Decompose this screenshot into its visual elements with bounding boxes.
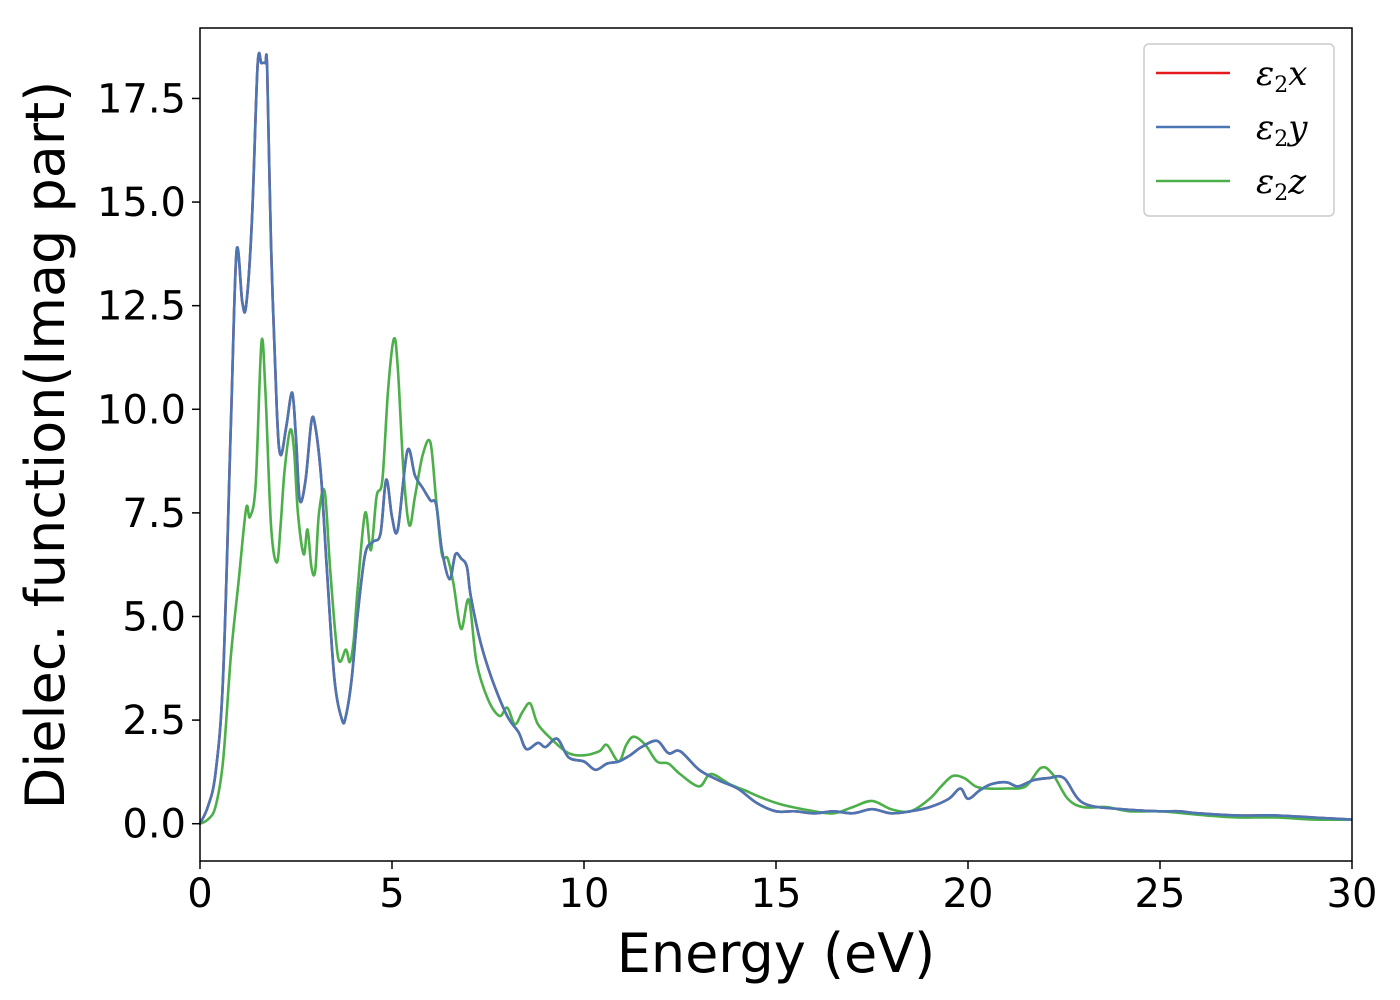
legend-label-subscript: 2 bbox=[1274, 73, 1288, 98]
series-line-y bbox=[198, 51, 1353, 825]
legend-label: ε2x bbox=[1256, 54, 1307, 98]
y-axis: 0.0 2.5 5.0 7.5 10.0 12.5 15.0 17.5 bbox=[97, 76, 200, 848]
y-tick-label: 5.0 bbox=[122, 594, 186, 640]
x-tick-label: 20 bbox=[943, 871, 994, 917]
y-tick-label: 15.0 bbox=[97, 180, 186, 226]
y-tick-label: 2.5 bbox=[122, 698, 186, 744]
x-tick-label: 30 bbox=[1327, 871, 1378, 917]
y-tick-label: 12.5 bbox=[97, 284, 186, 330]
legend-label-base: ε bbox=[1256, 54, 1274, 94]
x-axis-title: Energy (eV) bbox=[617, 922, 936, 985]
legend-label-base: ε bbox=[1256, 108, 1274, 148]
x-tick-label: 15 bbox=[751, 871, 802, 917]
y-tick-label: 0.0 bbox=[122, 802, 186, 848]
x-tick-label: 10 bbox=[559, 871, 610, 917]
legend-item-x: ε2x bbox=[1156, 54, 1307, 98]
series-line-z bbox=[199, 336, 1353, 825]
y-axis-title: Dielec. function(Imag part) bbox=[14, 81, 77, 810]
x-axis: 0 5 10 15 20 25 30 bbox=[187, 861, 1377, 917]
legend-label-subscript: 2 bbox=[1274, 181, 1288, 206]
legend-box bbox=[1143, 43, 1335, 217]
legend-label: ε2y bbox=[1256, 108, 1308, 152]
legend-label-suffix: x bbox=[1288, 54, 1307, 94]
plot-lines bbox=[198, 51, 1353, 825]
x-tick-label: 5 bbox=[379, 871, 404, 917]
y-tick-label: 7.5 bbox=[122, 491, 186, 537]
legend-item-z: ε2z bbox=[1156, 162, 1307, 206]
legend-label-base: ε bbox=[1256, 162, 1274, 202]
x-tick-label: 25 bbox=[1135, 871, 1186, 917]
legend-item-y: ε2y bbox=[1156, 108, 1308, 152]
y-tick-label: 17.5 bbox=[97, 76, 186, 122]
legend-label-suffix: y bbox=[1286, 108, 1308, 148]
legend-label: ε2z bbox=[1256, 162, 1307, 206]
legend-label-suffix: z bbox=[1287, 162, 1307, 202]
x-tick-label: 0 bbox=[187, 871, 212, 917]
legend-label-subscript: 2 bbox=[1274, 127, 1288, 152]
y-tick-label: 10.0 bbox=[97, 387, 186, 433]
